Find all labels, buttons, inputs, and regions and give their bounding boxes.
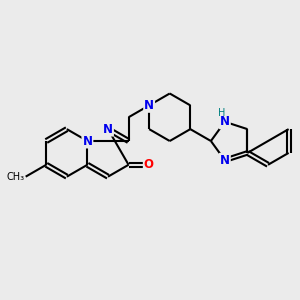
Text: N: N [103, 123, 113, 136]
Text: N: N [220, 115, 230, 128]
Text: CH₃: CH₃ [6, 172, 24, 182]
Text: N: N [220, 154, 230, 167]
Text: H: H [218, 107, 225, 118]
Text: N: N [144, 99, 154, 112]
Text: N: N [82, 134, 92, 148]
Text: O: O [144, 158, 154, 171]
